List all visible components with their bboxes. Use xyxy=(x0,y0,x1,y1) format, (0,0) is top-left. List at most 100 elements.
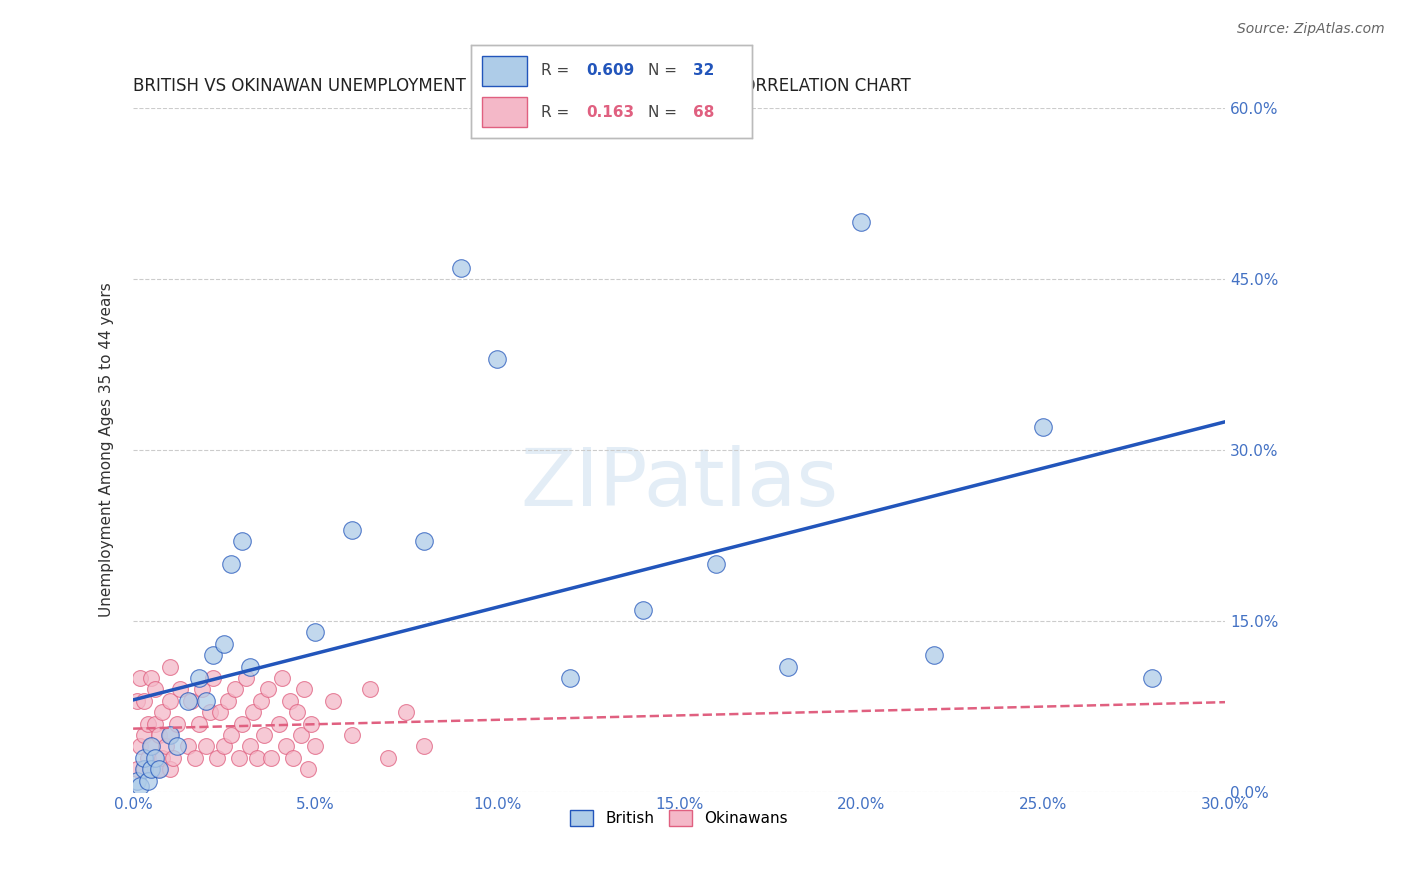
Point xyxy=(212,739,235,754)
Point xyxy=(132,728,155,742)
Point xyxy=(141,739,163,754)
Y-axis label: Unemployment Among Ages 35 to 44 years: Unemployment Among Ages 35 to 44 years xyxy=(100,283,114,617)
Point xyxy=(256,682,278,697)
Point xyxy=(221,728,243,742)
Point xyxy=(129,739,152,754)
Point xyxy=(159,762,181,776)
Point xyxy=(136,773,159,788)
Text: 0.609: 0.609 xyxy=(586,63,634,78)
Point xyxy=(191,682,214,697)
Point xyxy=(202,671,225,685)
Bar xyxy=(482,97,527,127)
Point xyxy=(148,762,170,776)
Point xyxy=(209,705,232,719)
Point xyxy=(132,762,155,776)
Point xyxy=(166,739,188,754)
Point xyxy=(450,260,472,275)
Point xyxy=(290,728,312,742)
Point xyxy=(194,739,217,754)
Point xyxy=(143,682,166,697)
Point xyxy=(395,705,418,719)
Point xyxy=(159,728,181,742)
Point xyxy=(242,705,264,719)
Point xyxy=(1142,671,1164,685)
Point xyxy=(340,523,363,537)
Point xyxy=(150,705,173,719)
Point xyxy=(224,682,246,697)
Point xyxy=(704,557,727,571)
Point xyxy=(205,751,228,765)
Point xyxy=(162,751,184,765)
Point xyxy=(558,671,581,685)
Point xyxy=(340,728,363,742)
Point xyxy=(249,694,271,708)
Point xyxy=(322,694,344,708)
Point xyxy=(187,716,209,731)
Point xyxy=(359,682,381,697)
Point xyxy=(260,751,283,765)
Point xyxy=(129,779,152,793)
Point xyxy=(180,694,202,708)
Point xyxy=(141,762,163,776)
Point xyxy=(246,751,269,765)
Point xyxy=(239,739,262,754)
Point xyxy=(292,682,315,697)
Text: R =: R = xyxy=(541,104,575,120)
Point xyxy=(125,773,148,788)
Point xyxy=(150,751,173,765)
Point xyxy=(413,739,436,754)
Point xyxy=(304,625,326,640)
Point xyxy=(231,534,253,549)
Point xyxy=(141,671,163,685)
Point xyxy=(148,762,170,776)
Point xyxy=(136,751,159,765)
Text: N =: N = xyxy=(648,104,682,120)
Point xyxy=(132,762,155,776)
Text: 32: 32 xyxy=(693,63,714,78)
Point xyxy=(297,762,319,776)
Point xyxy=(631,602,654,616)
Point xyxy=(148,728,170,742)
Point xyxy=(187,671,209,685)
Point xyxy=(136,716,159,731)
Point xyxy=(922,648,945,663)
Point xyxy=(239,659,262,673)
Point xyxy=(212,637,235,651)
Point xyxy=(141,739,163,754)
Point xyxy=(267,716,290,731)
Point xyxy=(1032,420,1054,434)
Point xyxy=(253,728,276,742)
Point xyxy=(274,739,297,754)
Point xyxy=(143,751,166,765)
Text: N =: N = xyxy=(648,63,682,78)
Point xyxy=(177,739,200,754)
Point xyxy=(217,694,239,708)
Legend: British, Okinawans: British, Okinawans xyxy=(564,804,794,832)
Point xyxy=(177,694,200,708)
Point xyxy=(849,215,872,229)
Point xyxy=(377,751,399,765)
Point xyxy=(778,659,800,673)
Point xyxy=(125,762,148,776)
Point xyxy=(278,694,301,708)
Point xyxy=(143,716,166,731)
Point xyxy=(283,751,305,765)
Point xyxy=(202,648,225,663)
Point xyxy=(141,762,163,776)
Point xyxy=(129,671,152,685)
Point xyxy=(301,716,323,731)
Point xyxy=(413,534,436,549)
Point xyxy=(304,739,326,754)
Point xyxy=(235,671,257,685)
Text: BRITISH VS OKINAWAN UNEMPLOYMENT AMONG AGES 35 TO 44 YEARS CORRELATION CHART: BRITISH VS OKINAWAN UNEMPLOYMENT AMONG A… xyxy=(134,78,911,95)
Point xyxy=(486,351,509,366)
Bar xyxy=(482,56,527,86)
Point xyxy=(143,762,166,776)
Point xyxy=(125,694,148,708)
Point xyxy=(159,728,181,742)
Point xyxy=(285,705,308,719)
Text: 68: 68 xyxy=(693,104,714,120)
Point xyxy=(155,739,177,754)
Point xyxy=(271,671,294,685)
Point xyxy=(228,751,250,765)
